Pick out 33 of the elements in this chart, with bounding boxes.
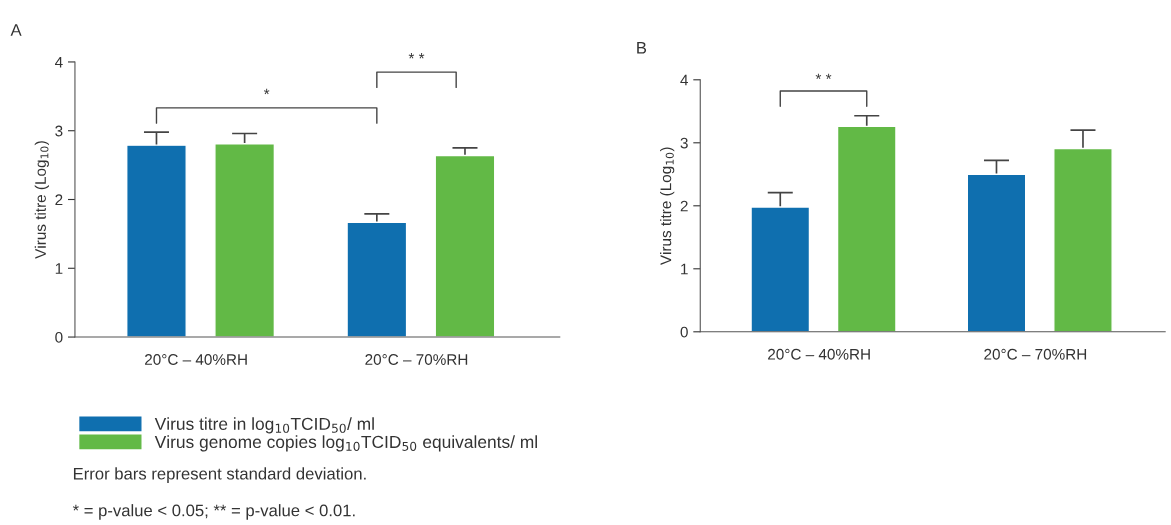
y-tick-label: 1 [681,263,688,275]
x-tick-label: 20°C – 70%RH [365,354,468,365]
legend-label: Virus genome copies log$_{10}$TCID$_{50}$ equivalents/ ml [154,435,537,452]
text: * * [815,73,832,80]
text: * * [408,53,425,59]
y-tick-label: 3 [680,137,688,149]
legend-label: Virus titre in log$_{10}$TCID$_{50}$/ ml [154,417,374,434]
y-tick-label: 3 [55,125,63,137]
y-tick-label: 0 [55,331,63,343]
bar [126,144,187,338]
y-tick-label: 1 [55,263,63,274]
x-tick-label: 20°C – 70%RH [984,348,1087,360]
bar [214,143,276,338]
x-tick-label: 20°C – 40%RH [145,354,247,365]
y-tick-label: 0 [680,326,688,338]
x-tick-label: 20°C – 40%RH [768,348,870,360]
y-axis-title: Virus titre (Log$_{10}$) [660,147,675,266]
chart-title: A [10,24,22,36]
y-tick-label: 2 [55,194,63,206]
y-tick-label: 2 [680,200,688,212]
bar [966,173,1027,332]
bar [434,154,496,338]
chart-title: B [637,42,647,54]
text: * = p-value < 0.05; ** = p-value < 0.01. [72,504,355,520]
bar [750,206,811,332]
annotation: * [263,88,270,95]
y-tick-label: 4 [54,56,63,68]
bar [836,125,897,332]
text: Error bars represent standard deviation. [73,467,366,483]
y-tick-label: 4 [680,74,689,86]
y-axis-title: Virus titre (Log$_{10}$) [34,141,49,259]
bar [346,221,408,338]
bar [1053,147,1113,332]
